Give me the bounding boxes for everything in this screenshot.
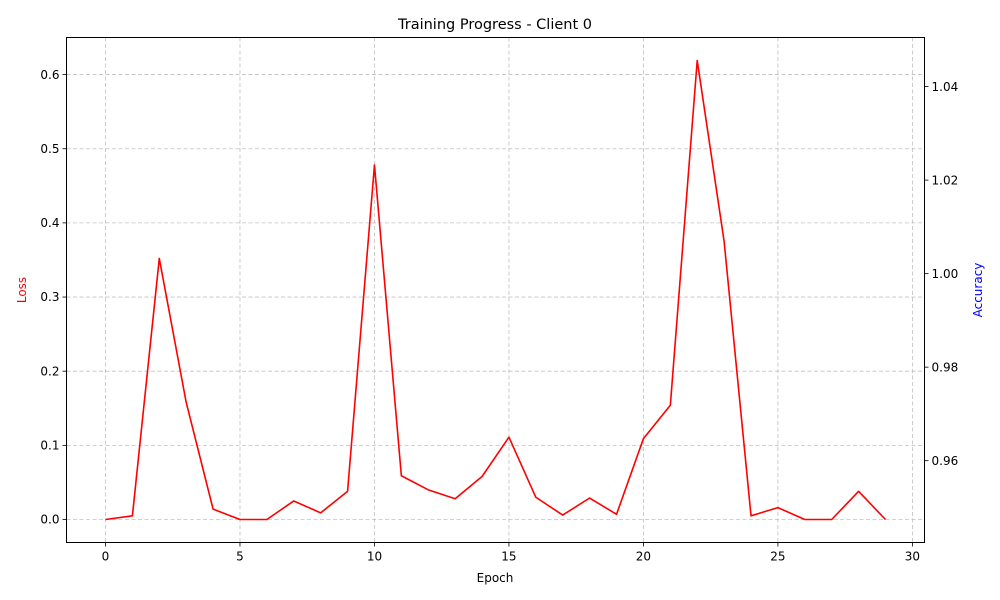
plot-frame xyxy=(66,37,925,543)
y-right-tick-label: 1.04 xyxy=(932,80,959,94)
grid-lines xyxy=(66,37,925,543)
x-tick-label: 0 xyxy=(102,550,110,564)
y-left-tick-label: 0.2 xyxy=(40,364,59,378)
y-axis-left-label: Loss xyxy=(15,277,29,303)
y-axis-right-label: Accuracy xyxy=(971,263,985,318)
y-right-tick-label: 0.96 xyxy=(932,454,959,468)
x-axis: 0 5 10 15 20 25 30 xyxy=(102,542,920,564)
chart-title: Training Progress - Client 0 xyxy=(397,17,592,33)
y-axis-right: 0.96 0.98 1.00 1.02 1.04 xyxy=(924,80,959,468)
x-tick-label: 30 xyxy=(905,550,920,564)
y-left-tick-label: 0.3 xyxy=(40,290,59,304)
y-right-tick-label: 1.00 xyxy=(932,267,959,281)
y-axis-left: 0.0 0.1 0.2 0.3 0.4 0.5 0.6 xyxy=(40,68,67,527)
x-tick-label: 25 xyxy=(770,550,785,564)
x-axis-label: Epoch xyxy=(477,571,514,585)
y-left-tick-label: 0.5 xyxy=(40,142,59,156)
loss-line xyxy=(105,59,887,521)
y-left-tick-label: 0.1 xyxy=(40,439,59,453)
x-tick-label: 5 xyxy=(236,550,244,564)
x-tick-label: 10 xyxy=(367,550,382,564)
y-left-tick-label: 0.6 xyxy=(40,68,59,82)
y-left-tick-label: 0.4 xyxy=(40,216,59,230)
y-right-tick-label: 1.02 xyxy=(932,173,959,187)
y-right-tick-label: 0.98 xyxy=(932,360,959,374)
x-tick-label: 15 xyxy=(501,550,516,564)
x-tick-label: 20 xyxy=(636,550,651,564)
loss-series xyxy=(105,59,887,521)
y-left-tick-label: 0.0 xyxy=(40,513,59,527)
